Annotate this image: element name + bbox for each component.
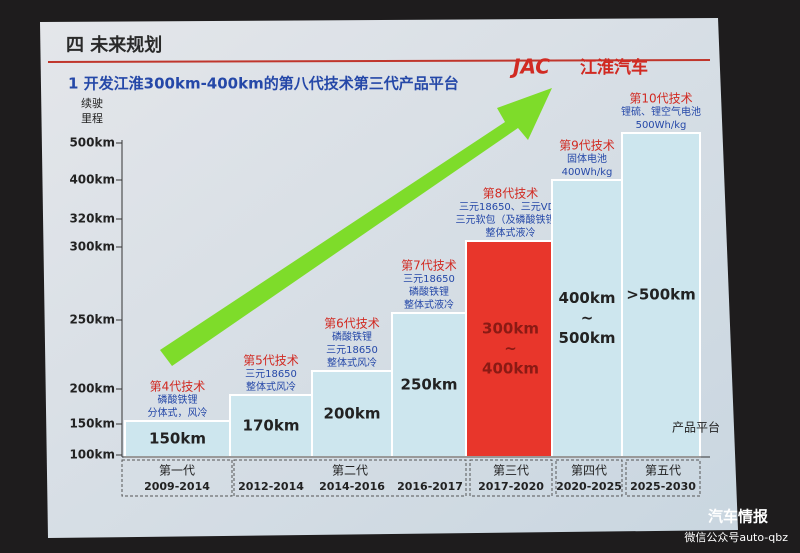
y-tick-label: 400km — [69, 173, 115, 187]
bar-note: 三元18650 — [245, 369, 297, 380]
generation-name: 第四代 — [571, 464, 607, 478]
bar — [465, 240, 556, 458]
bar — [621, 132, 701, 458]
bar — [311, 370, 393, 458]
y-tick-label: 150km — [69, 417, 115, 431]
bar-tech: 第6代技术 — [324, 317, 380, 331]
bar-tech: 第10代技术 — [629, 92, 692, 106]
generation-years: 2014-2016 — [319, 480, 385, 493]
bar-note: 三元软包（及磷酸铁锂） — [456, 213, 566, 226]
bar-label: 500km — [559, 329, 616, 347]
bar-label: 400km — [559, 289, 616, 307]
platform-label: 产品平台 — [672, 420, 720, 435]
bar-note: 整体式风冷 — [327, 356, 377, 369]
title-rule — [47, 59, 711, 63]
growth-arrow — [160, 88, 552, 366]
bar-note: 固体电池 — [567, 152, 607, 165]
y-tick-label: 300km — [69, 240, 115, 254]
generation-box — [233, 459, 467, 497]
bar-note: 磷酸铁锂 — [158, 393, 198, 406]
y-tick-label: 320km — [69, 212, 115, 226]
bar-note: 三元18650 — [403, 274, 455, 285]
bar-tech: 第4代技术 — [150, 380, 206, 394]
bar-note: 三元18650、三元VDA — [459, 202, 562, 213]
generation-box — [121, 459, 233, 497]
bar-tech: 第5代技术 — [243, 354, 299, 368]
bar-label: 250km — [401, 376, 458, 394]
bar-note: 锂硫、锂空气电池 — [621, 105, 701, 118]
y-tick-label: 500km — [69, 136, 115, 150]
generation-years: 2016-2017 — [397, 480, 463, 493]
bar-label: ~ — [581, 309, 594, 327]
generation-years: 2020-2025 — [556, 480, 622, 493]
bar-note: 三元18650 — [326, 345, 378, 356]
bar-note: 整体式液冷 — [486, 226, 536, 239]
bar-note: 500Wh/kg — [636, 120, 687, 131]
axis-label: 里程 — [81, 112, 103, 125]
generation-name: 第二代 — [332, 464, 368, 478]
y-tick-label: 100km — [69, 448, 115, 462]
logo-mark: JAC — [509, 55, 550, 79]
bar-note: 整体式风冷 — [246, 380, 296, 393]
generation-name: 第三代 — [493, 464, 529, 478]
bar-note: 磷酸铁锂 — [409, 285, 449, 298]
generation-box — [625, 459, 701, 497]
bar-label: 200km — [324, 405, 381, 423]
y-tick-label: 250km — [69, 313, 115, 327]
bar-label: 150km — [149, 430, 206, 448]
bar-label: 400km — [482, 360, 539, 378]
bar-label: 300km — [482, 320, 539, 338]
generation-box — [555, 459, 623, 497]
generation-years: 2012-2014 — [238, 480, 304, 493]
bar-note: 分体式，风冷 — [148, 406, 208, 419]
bar-note: 磷酸铁锂 — [332, 330, 372, 343]
generation-years: 2025-2030 — [630, 480, 696, 493]
bar-tech: 第8代技术 — [483, 187, 539, 201]
generation-box — [469, 459, 553, 497]
section-title: 四 未来规划 — [66, 34, 162, 56]
logo-text: 江淮汽车 — [580, 57, 648, 78]
bar — [124, 420, 231, 458]
bar-note: 整体式液冷 — [404, 298, 454, 311]
axis-label: 续驶 — [81, 96, 103, 110]
watermark-account: 微信公众号auto-qbz — [684, 530, 788, 544]
bar-tech: 第9代技术 — [559, 139, 615, 153]
bar-label: >500km — [626, 286, 696, 304]
generation-years: 2017-2020 — [478, 480, 544, 493]
bar-label: ~ — [504, 340, 517, 358]
y-tick-label: 200km — [69, 382, 115, 396]
watermark-title: 汽车情报 — [708, 508, 768, 526]
bar-tech: 第7代技术 — [401, 259, 457, 273]
generation-years: 2009-2014 — [144, 480, 210, 493]
bar-label: 170km — [243, 417, 300, 435]
generation-name: 第五代 — [645, 464, 681, 478]
subtitle: 1 开发江淮300km-400km的第八代技术第三代产品平台 — [68, 75, 459, 93]
generation-name: 第一代 — [159, 464, 195, 478]
bar-note: 400Wh/kg — [562, 167, 613, 178]
